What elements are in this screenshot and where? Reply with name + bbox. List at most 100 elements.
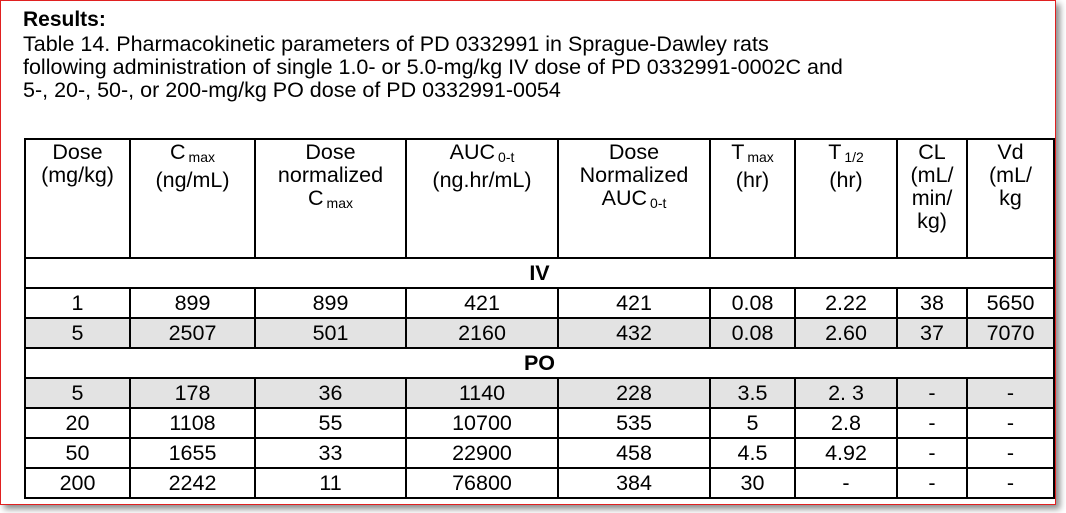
header-subscript: max [188, 149, 215, 165]
header-line: Dose [559, 141, 709, 164]
cell: 1 [24, 287, 131, 319]
cell: 2.8 [794, 407, 898, 439]
header-text: T [828, 140, 842, 164]
cell: 899 [254, 287, 407, 319]
cell: 2242 [129, 467, 256, 499]
caption-line: 5-, 20-, 50-, or 200-mg/kg PO dose of PD… [23, 78, 561, 102]
header-text: Vd [997, 140, 1024, 164]
column-header: CL (mL/min/kg) [896, 138, 968, 259]
data-row: 5 178 36 1140 228 3.5 2. 3-- [24, 377, 1055, 409]
cell: 2.60 [794, 317, 898, 349]
header-text: (hr) [735, 168, 770, 192]
header-line: (ng.hr/mL) [407, 169, 557, 192]
cell: 2. 3 [794, 377, 898, 409]
cell: - [966, 407, 1055, 439]
cell: 899 [129, 287, 256, 319]
cell: 10700 [405, 407, 559, 439]
cell: 22900 [405, 437, 559, 469]
cell: - [896, 467, 968, 499]
cell: 33 [254, 437, 407, 469]
frame: Results: Table 14. Pharmacokinetic param… [0, 0, 1056, 505]
cell: 20 [24, 407, 131, 439]
header-line: kg [968, 187, 1053, 210]
cell: 2507 [129, 317, 256, 349]
header-line: Normalized [559, 164, 709, 187]
header-line: (mL/ [898, 164, 966, 187]
header-text: (mL/ [910, 163, 954, 187]
data-row: 20 1108 55 10700 535 5 2.8- - [24, 407, 1055, 439]
header-text: AUC [449, 140, 496, 164]
cell: 5650 [966, 287, 1055, 319]
data-row: 50 1655 33 22900 458 4.5 4.92- - [24, 437, 1055, 469]
column-header: Dose Normalized AUC 0-t [557, 138, 711, 259]
cell: 4.5 [709, 437, 796, 469]
cell: 1140 [405, 377, 559, 409]
cell: 0.08 [709, 317, 796, 349]
cell: 5 [24, 317, 131, 349]
header-text: (ng/mL) [155, 168, 230, 192]
cell: - [896, 407, 968, 439]
cell: 2160 [405, 317, 559, 349]
header-text: min/ [911, 186, 953, 210]
header-subscript: 1/2 [844, 149, 864, 165]
data-row: 5 2507 501 2160 432 0.08 2.60 37 7070 [24, 317, 1055, 349]
cell: 55 [254, 407, 407, 439]
header-line: (hr) [711, 169, 794, 192]
cell: 0.08 [709, 287, 796, 319]
cell: 5 [24, 377, 131, 409]
cell: 200 [24, 467, 131, 499]
header-line: (ng/mL) [131, 169, 254, 192]
cell: 501 [254, 317, 407, 349]
cell: - [896, 437, 968, 469]
header-text: Dose [305, 140, 356, 164]
data-row: 200 2242 11 76800 384 30- - - [24, 467, 1055, 499]
caption: Table 14. Pharmacokinetic parameters of … [23, 33, 843, 102]
header-subscript: max [747, 149, 774, 165]
header-line: AUC 0-t [407, 141, 557, 169]
cell: 30 [709, 467, 796, 499]
heading: Results: [23, 8, 106, 31]
header-text: (hr) [829, 168, 863, 192]
cell: 11 [254, 467, 407, 499]
column-header: T 1/2 (hr) [794, 138, 898, 259]
header-subscript: 0-t [498, 149, 515, 165]
cell: 37 [896, 317, 968, 349]
header-line: min/ [898, 187, 966, 210]
cell: 535 [557, 407, 711, 439]
header-text: Dose [52, 140, 103, 164]
cell: - [966, 467, 1055, 499]
header-text: C [308, 186, 324, 210]
column-header: Vd (mL/kg [966, 138, 1055, 259]
cell: - [966, 437, 1055, 469]
cell: 1108 [129, 407, 256, 439]
header-line: (mg/kg) [26, 164, 129, 187]
caption-line: Table 14. Pharmacokinetic parameters of … [23, 32, 769, 56]
cell: 228 [557, 377, 711, 409]
cell: 384 [557, 467, 711, 499]
header-line: T 1/2 [796, 141, 896, 169]
header-subscript: 0-t [650, 195, 667, 211]
header-text: Dose [608, 140, 660, 164]
column-header: Dose (mg/kg) [24, 138, 131, 259]
header-line: Dose [256, 141, 405, 164]
cell: 7070 [966, 317, 1055, 349]
header-text: Normalized [579, 163, 689, 187]
column-header: AUC 0-t (ng.hr/mL) [405, 138, 559, 259]
header-text: C [170, 140, 186, 164]
cell: 3.5 [709, 377, 796, 409]
header-text: (ng.hr/mL) [432, 168, 532, 192]
cell: 38 [896, 287, 968, 319]
cell: 458 [557, 437, 711, 469]
cell: - [794, 467, 898, 499]
header-text: (mL/ [989, 163, 1032, 187]
cell: 421 [405, 287, 559, 319]
header-line: (mL/ [968, 164, 1053, 187]
data-row: 1 899 899 421 421 0.08 2.22 38 5650 [24, 287, 1055, 319]
cell: 421 [557, 287, 711, 319]
header-subscript: max [326, 195, 353, 211]
